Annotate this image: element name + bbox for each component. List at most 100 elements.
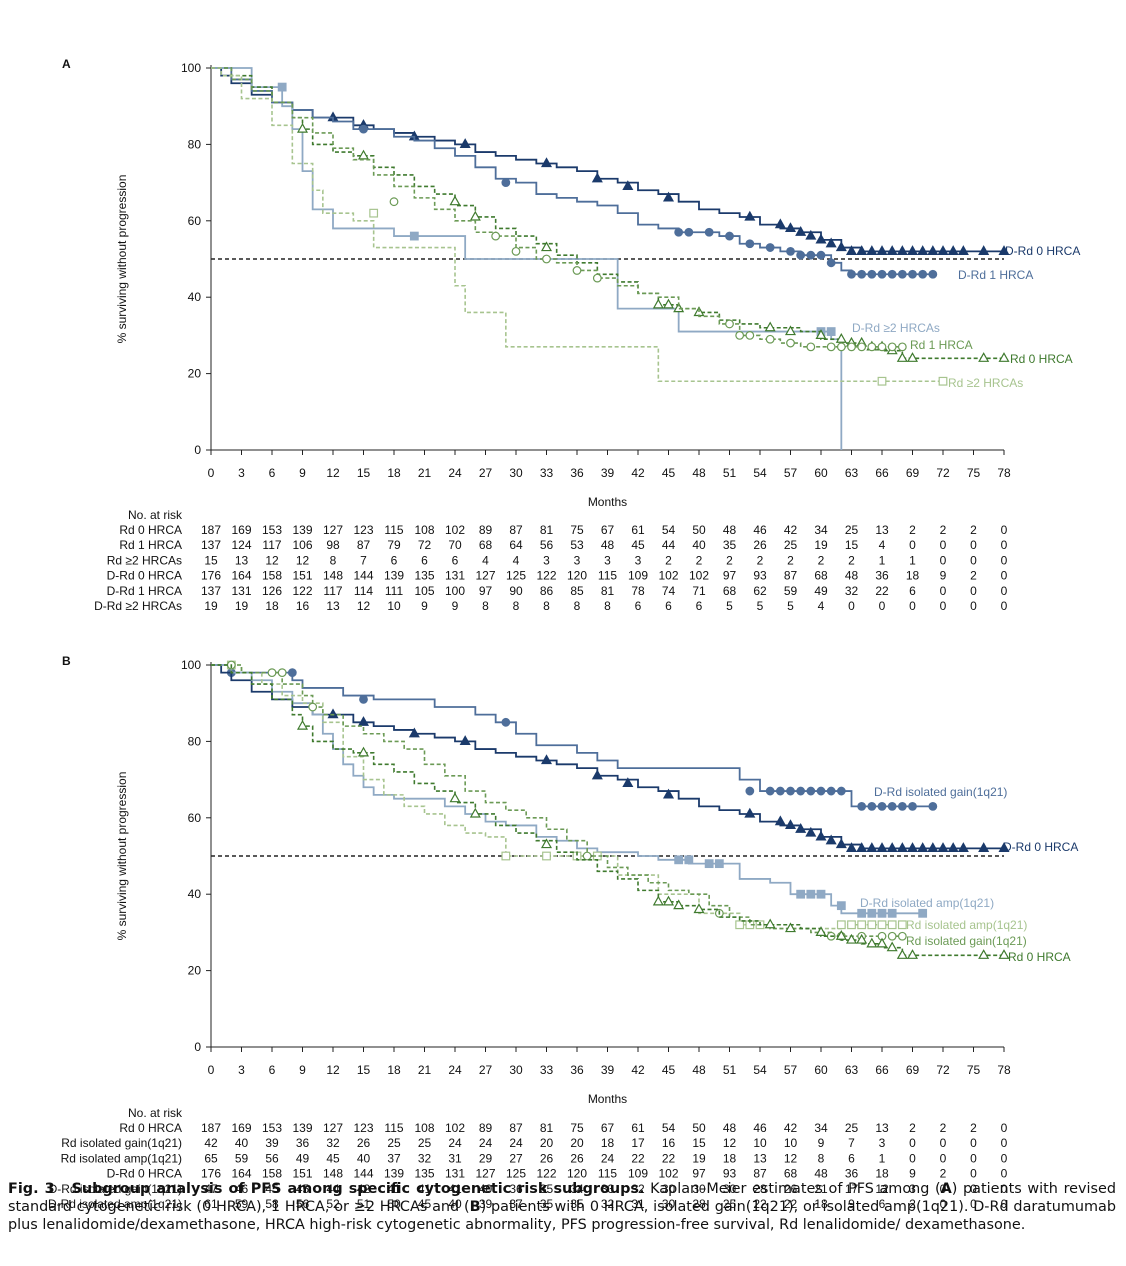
series-line	[211, 67, 943, 383]
caption-bold-b: B	[469, 1199, 481, 1215]
censor-marker	[937, 245, 949, 255]
risk-cell: 6	[879, 1197, 886, 1211]
censor-marker	[897, 269, 907, 279]
censor-marker	[857, 920, 867, 930]
risk-cell: 137	[201, 538, 221, 552]
series-line	[211, 67, 1004, 360]
risk-cell: 0	[1001, 1121, 1008, 1135]
censor-marker	[725, 319, 734, 329]
censor-marker	[847, 269, 856, 279]
censor-marker	[765, 334, 775, 344]
risk-cell: 12	[723, 1136, 737, 1150]
risk-cell: 2	[757, 553, 764, 567]
risk-cell: 2	[940, 1167, 947, 1181]
risk-cell: 126	[262, 584, 282, 598]
risk-cell: 120	[567, 1167, 587, 1181]
risk-cell: 37	[387, 1151, 401, 1165]
risk-cell: 18	[723, 1151, 737, 1165]
x-tick-label: 78	[997, 466, 1011, 480]
series-line	[211, 664, 903, 938]
risk-cell: 64	[509, 538, 523, 552]
risk-cell: 90	[509, 584, 523, 598]
censor-marker	[978, 352, 990, 362]
censor-marker	[806, 786, 816, 796]
x-tick-label: 39	[601, 1063, 615, 1077]
risk-cell: 0	[909, 1151, 916, 1165]
censor-marker	[784, 325, 797, 336]
censor-marker	[866, 245, 878, 255]
risk-cell: 36	[875, 569, 889, 583]
risk-cell: 34	[814, 523, 828, 537]
censor-marker	[938, 376, 948, 386]
censor-marker	[662, 298, 675, 309]
censor-marker	[887, 931, 897, 941]
series-line	[211, 664, 923, 915]
risk-cell: 12	[357, 599, 371, 613]
risk-cell: 19	[235, 599, 249, 613]
risk-cell: 131	[445, 1167, 465, 1181]
risk-cell: 86	[540, 584, 554, 598]
risk-cell: 117	[262, 538, 281, 552]
panel-label: A	[62, 57, 71, 71]
censor-marker	[947, 245, 959, 255]
risk-cell: 30	[662, 1197, 676, 1211]
y-tick-label: 100	[181, 61, 201, 75]
censor-marker	[908, 269, 917, 279]
censor-marker	[816, 889, 826, 899]
series-end-label: Rd isolated gain(1q21)	[906, 934, 1027, 948]
censor-marker	[796, 250, 806, 260]
censor-marker	[501, 851, 511, 861]
risk-cell: 102	[445, 523, 465, 537]
censor-marker	[693, 903, 705, 914]
censor-marker	[877, 269, 887, 279]
censor-marker	[277, 668, 287, 678]
risk-cell: 36	[509, 1182, 523, 1196]
risk-cell: 16	[296, 599, 310, 613]
series-end-label: Rd isolated amp(1q21)	[906, 918, 1027, 932]
censor-marker	[704, 227, 714, 237]
x-tick-label: 63	[845, 1063, 859, 1077]
x-tick-label: 57	[784, 466, 798, 480]
censor-marker	[857, 342, 867, 352]
series-end-label: Rd 0 HRCA	[1010, 352, 1073, 366]
risk-cell: 3	[909, 1182, 916, 1196]
risk-cell: 176	[201, 569, 221, 583]
caption-title: Subgroup analysis of PFS among specific …	[71, 1181, 645, 1197]
risk-cell: 42	[784, 1121, 798, 1135]
x-tick-label: 18	[387, 466, 401, 480]
risk-cell: 102	[445, 1121, 465, 1135]
risk-cell: 0	[1001, 553, 1008, 567]
risk-cell: 39	[265, 1136, 279, 1150]
risk-cell: 3	[574, 553, 581, 567]
x-tick-label: 69	[906, 1063, 920, 1077]
censor-marker	[867, 269, 877, 279]
y-axis-title: % surviving without progression	[115, 772, 129, 941]
risk-cell: 123	[353, 523, 373, 537]
censor-marker	[826, 327, 836, 336]
censor-marker	[947, 842, 959, 852]
risk-cell: 30	[692, 1182, 706, 1196]
censor-marker	[652, 298, 664, 309]
x-tick-label: 21	[418, 1063, 432, 1077]
censor-marker	[652, 895, 664, 906]
censor-marker	[796, 889, 806, 899]
censor-marker	[786, 246, 795, 256]
risk-cell: 32	[601, 1197, 615, 1211]
risk-cell: 0	[970, 1182, 977, 1196]
y-tick-label: 20	[188, 964, 202, 978]
risk-cell: 26	[357, 1136, 371, 1150]
risk-row-label: Rd isolated amp(1q21)	[61, 1151, 182, 1165]
risk-cell: 0	[1001, 1151, 1008, 1165]
risk-cell: 106	[292, 538, 312, 552]
risk-cell: 6	[696, 599, 703, 613]
risk-cell: 18	[601, 1136, 615, 1150]
risk-cell: 58	[265, 1197, 279, 1211]
risk-cell: 47	[204, 1182, 218, 1196]
risk-cell: 131	[445, 569, 465, 583]
censor-marker	[897, 931, 907, 941]
censor-marker	[835, 332, 847, 343]
risk-cell: 78	[631, 584, 645, 598]
risk-cell: 4	[879, 538, 886, 552]
risk-cell: 67	[601, 523, 615, 537]
risk-cell: 9	[940, 569, 947, 583]
